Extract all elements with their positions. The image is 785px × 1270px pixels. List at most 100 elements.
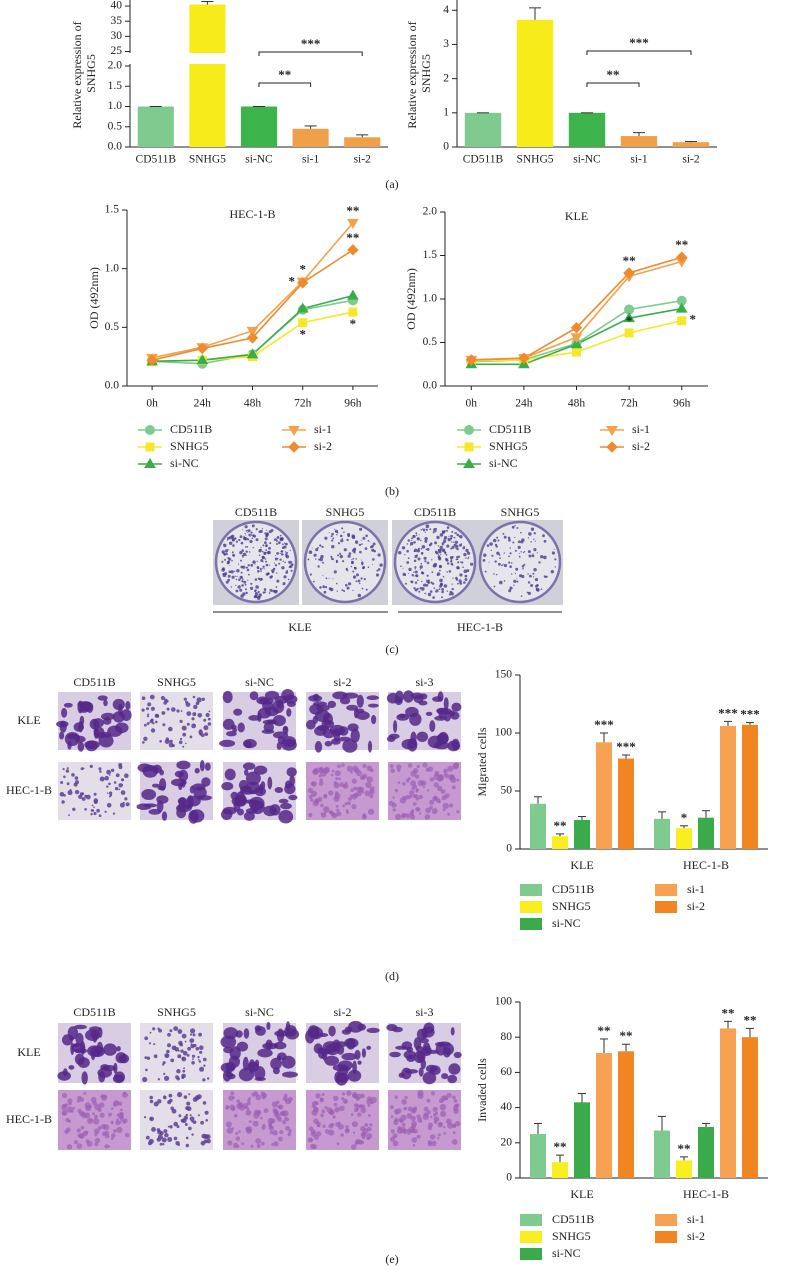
colony — [426, 579, 430, 584]
cell — [190, 1028, 196, 1034]
colony — [256, 596, 261, 600]
colony — [290, 569, 293, 572]
cell — [347, 801, 351, 806]
cell — [434, 770, 440, 776]
colony — [261, 550, 264, 553]
cell — [65, 769, 70, 773]
colony — [237, 585, 241, 589]
cell — [366, 1045, 372, 1050]
marker — [675, 302, 688, 313]
cell — [318, 766, 324, 772]
cell — [279, 1130, 284, 1135]
colony — [401, 546, 406, 550]
cell — [394, 788, 399, 793]
marker — [246, 326, 259, 337]
colony — [249, 551, 251, 553]
cell — [149, 1099, 154, 1104]
colony — [503, 580, 506, 582]
cell — [369, 768, 374, 773]
colony — [421, 587, 425, 591]
y-tick-label: 60 — [501, 1066, 513, 1078]
colony — [343, 531, 345, 533]
colony — [319, 544, 322, 547]
cell — [63, 775, 66, 779]
cell — [314, 1101, 319, 1105]
colony — [274, 557, 278, 561]
colony — [246, 566, 249, 569]
colony — [227, 557, 230, 560]
colony — [535, 584, 538, 588]
cell — [167, 1137, 173, 1142]
cell — [97, 1125, 102, 1130]
cell — [307, 787, 313, 794]
colony — [424, 560, 427, 563]
colony — [341, 538, 344, 540]
x-tick-label: 0h — [146, 398, 158, 410]
colony — [355, 558, 358, 560]
cell — [337, 764, 341, 768]
colony — [256, 560, 258, 563]
cell — [157, 1099, 162, 1104]
colony — [254, 592, 258, 596]
legend-marker — [288, 441, 300, 453]
cell — [179, 719, 183, 724]
cell — [261, 729, 275, 734]
colony — [279, 534, 282, 537]
cell — [393, 720, 398, 733]
colony — [265, 544, 268, 548]
colony — [528, 554, 532, 558]
colony — [519, 553, 521, 554]
cell — [144, 1116, 147, 1119]
colony — [337, 542, 341, 545]
colony — [435, 589, 439, 593]
colony — [465, 557, 467, 559]
colony — [445, 554, 448, 556]
bar — [464, 112, 502, 147]
colony — [464, 578, 468, 581]
cell — [426, 1110, 431, 1115]
colony — [262, 568, 264, 570]
colony — [245, 591, 248, 595]
cell — [233, 708, 243, 716]
cell — [417, 1093, 424, 1100]
cell — [190, 1043, 195, 1049]
cell — [116, 1126, 123, 1133]
cell — [284, 1098, 291, 1105]
colony — [452, 541, 454, 543]
cell — [97, 1027, 103, 1038]
colony — [322, 575, 324, 577]
cell — [314, 798, 320, 804]
colony — [266, 529, 268, 531]
colony — [319, 586, 322, 589]
colony — [508, 538, 511, 542]
cell — [148, 1141, 152, 1146]
colony — [328, 532, 330, 534]
colony — [415, 574, 418, 577]
colony — [514, 572, 517, 575]
cell — [153, 1043, 156, 1046]
cell — [167, 1125, 170, 1128]
cell — [192, 712, 197, 717]
colony — [421, 551, 424, 554]
cell — [221, 782, 234, 791]
cell — [430, 1115, 433, 1119]
cell — [310, 781, 315, 786]
significance-label: *** — [629, 35, 649, 50]
y-tick-label: 40 — [501, 1101, 513, 1113]
annotation: ** — [346, 230, 359, 245]
cell — [199, 760, 205, 772]
colony — [241, 554, 244, 557]
cell — [453, 1051, 462, 1059]
column-label: si-NC — [245, 1005, 274, 1019]
colony — [446, 529, 448, 532]
colony — [406, 561, 410, 564]
colony — [376, 569, 379, 572]
cell — [289, 775, 295, 787]
colony — [451, 556, 454, 559]
colony — [521, 565, 525, 568]
colony — [336, 534, 338, 536]
colony — [239, 550, 243, 555]
cell — [261, 1095, 266, 1100]
cell — [344, 1128, 350, 1134]
colony — [422, 528, 426, 532]
